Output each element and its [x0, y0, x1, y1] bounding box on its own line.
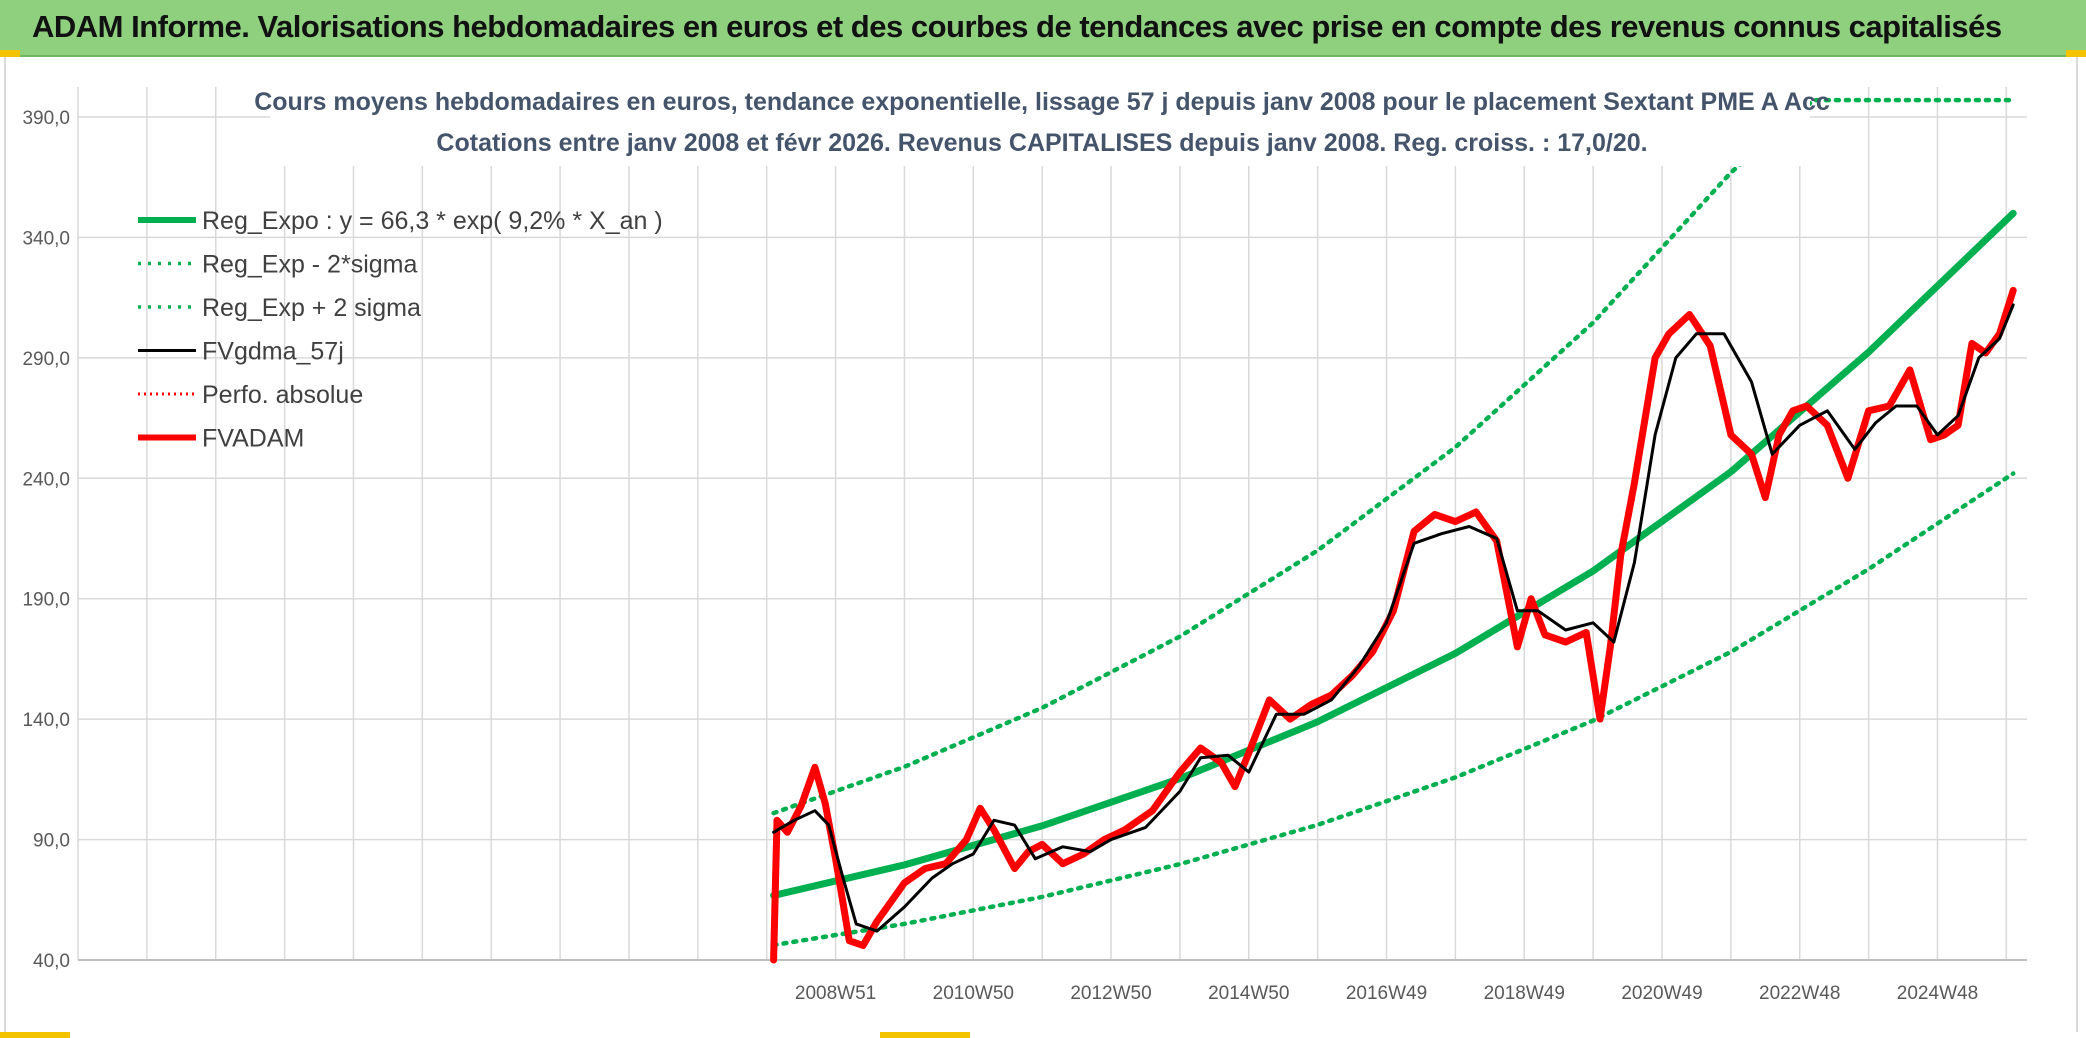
x-tick-label: 2018W49	[1484, 983, 1565, 1004]
x-tick-label: 2020W49	[1621, 983, 1702, 1004]
x-tick-label: 2014W50	[1208, 983, 1289, 1004]
series-lines	[770, 97, 2017, 964]
corner-mark-bottom-mid	[880, 1032, 970, 1038]
title-background	[270, 80, 1810, 166]
series-line-0	[770, 209, 2017, 899]
chart-subtitle: Cotations entre janv 2008 et févr 2026. …	[436, 129, 1647, 157]
chart-title: Cours moyens hebdomadaires en euros, ten…	[254, 88, 1830, 116]
series-line-1	[771, 471, 2016, 948]
x-tick-label: 2008W51	[795, 983, 876, 1004]
x-tick-label: 2010W50	[933, 983, 1014, 1004]
series-line-3	[772, 303, 2015, 933]
page-title: ADAM Informe. Valorisations hebdomadaire…	[32, 9, 2002, 44]
legend-entry-2: Reg_Exp + 2 sigma	[202, 294, 421, 322]
legend-entry-4: Perfo. absolue	[202, 381, 363, 409]
y-tick-label: 390,0	[22, 108, 70, 129]
corner-mark-left	[0, 50, 20, 57]
chart-frame	[4, 57, 2078, 1032]
y-tick-label: 340,0	[22, 228, 70, 249]
gridlines	[77, 87, 2027, 961]
legend-entry-3: FVgdma_57j	[202, 338, 344, 366]
series-line-5	[770, 286, 2017, 964]
corner-mark-bottom-left	[0, 1032, 70, 1038]
legend-entry-0: Reg_Expo : y = 66,3 * exp( 9,2% * X_an )	[202, 207, 663, 235]
y-tick-label: 240,0	[22, 469, 70, 490]
corner-mark-right	[2066, 50, 2086, 57]
x-axis-ticks: 2008W51 2010W50 2012W50 2014W50 2016W49 2018W…	[795, 983, 1978, 1004]
y-tick-label: 290,0	[22, 349, 70, 370]
legend-entry-5: FVADAM	[202, 425, 304, 453]
x-tick-label: 2022W48	[1759, 983, 1840, 1004]
legend-entry-1: Reg_Exp - 2*sigma	[202, 251, 417, 279]
y-tick-label: 90,0	[33, 831, 70, 852]
y-tick-label: 40,0	[33, 951, 70, 972]
y-axis-ticks: 390,0 340,0 290,0 240,0 190,0 140,0 90,0 40,0	[22, 108, 70, 972]
legend: Reg_Expo : y = 66,3 * exp( 9,2% * X_an )…	[138, 207, 663, 453]
x-tick-label: 2016W49	[1346, 983, 1427, 1004]
x-tick-label: 2012W50	[1070, 983, 1151, 1004]
series-line-2	[771, 97, 2016, 816]
x-tick-label: 2024W48	[1897, 983, 1978, 1004]
y-tick-label: 190,0	[22, 590, 70, 611]
y-tick-label: 140,0	[22, 710, 70, 731]
header-banner: ADAM Informe. Valorisations hebdomadaire…	[0, 0, 2086, 57]
